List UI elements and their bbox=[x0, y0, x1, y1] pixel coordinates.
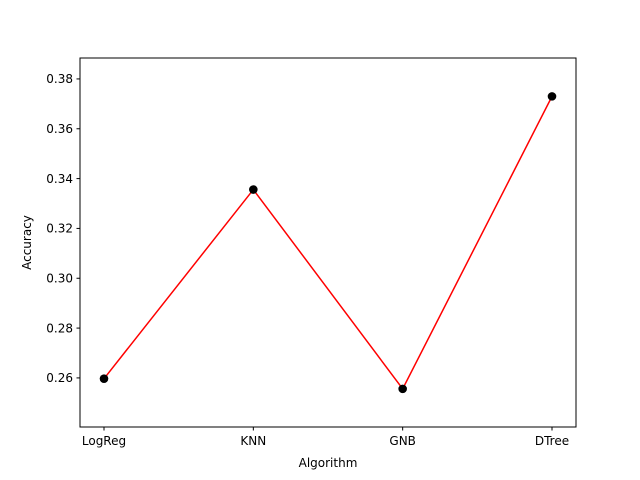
data-point bbox=[249, 185, 258, 194]
series-group bbox=[99, 92, 557, 394]
x-tick-label: KNN bbox=[240, 434, 266, 448]
x-axis-ticks: LogReg KNN GNB DTree bbox=[82, 427, 569, 448]
series-line bbox=[103, 96, 553, 391]
x-tick-label: LogReg bbox=[82, 434, 126, 448]
y-axis-label: Accuracy bbox=[20, 215, 34, 270]
y-tick-label: 0.36 bbox=[46, 122, 73, 136]
x-tick-label: GNB bbox=[389, 434, 416, 448]
data-point bbox=[398, 384, 407, 394]
y-axis-ticks: 0.26 0.28 0.30 0.32 0.34 0.36 0.38 bbox=[46, 72, 80, 385]
y-tick-label: 0.26 bbox=[46, 371, 73, 385]
y-tick-label: 0.32 bbox=[46, 222, 73, 236]
y-tick-label: 0.28 bbox=[46, 321, 73, 335]
plot-area bbox=[79, 57, 577, 428]
x-tick-label: DTree bbox=[535, 434, 569, 448]
data-point bbox=[99, 374, 109, 383]
y-tick-label: 0.34 bbox=[46, 172, 73, 186]
data-point bbox=[547, 92, 557, 101]
x-axis-label: Algorithm bbox=[299, 456, 358, 470]
y-tick-label: 0.30 bbox=[46, 272, 73, 286]
y-tick-label: 0.38 bbox=[46, 72, 73, 86]
